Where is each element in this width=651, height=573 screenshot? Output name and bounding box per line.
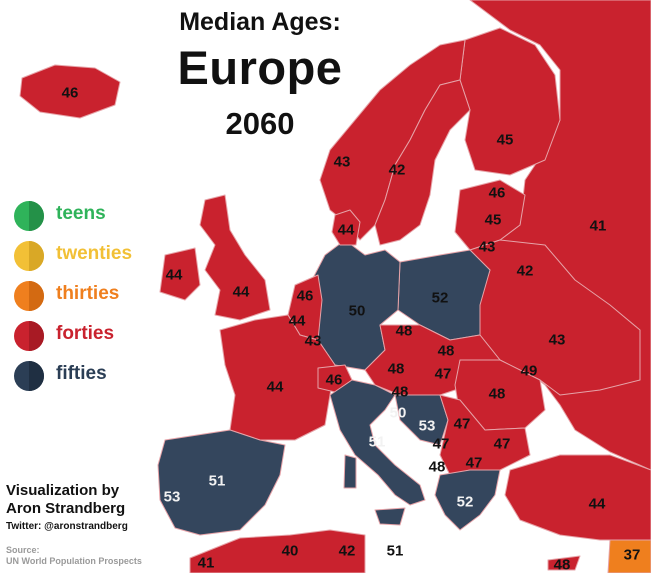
credit-line-2: Aron Strandberg [6, 500, 126, 517]
romania-value: 48 [488, 385, 506, 403]
morocco-value: 41 [197, 554, 215, 572]
title-line-2: Europe [177, 41, 343, 94]
legend-label-twenties: twenties [56, 243, 133, 264]
legend-label-thirties: thirties [56, 283, 120, 304]
poland-region [397, 249, 491, 341]
teens-swatch [14, 201, 44, 231]
russia-value: 41 [589, 217, 607, 235]
title-line-3: 2060 [225, 106, 295, 141]
turkey-region [504, 454, 651, 541]
sicily-region [374, 507, 406, 526]
credit-line-1: Visualization by [6, 482, 120, 499]
legend-label-teens: teens [56, 203, 106, 224]
montenegro-value: 47 [432, 435, 450, 453]
norway-value: 43 [333, 153, 351, 171]
czechia-value: 48 [395, 322, 413, 340]
slovenia-value: 48 [391, 383, 409, 401]
moldova-value: 49 [520, 362, 538, 380]
sweden-value: 42 [388, 161, 406, 179]
tunisia-value: 42 [338, 542, 356, 560]
switzerland-value: 46 [325, 371, 343, 389]
austria-value: 48 [387, 360, 405, 378]
legend-label-forties: forties [56, 323, 115, 344]
france-value: 44 [266, 378, 284, 396]
france-region [219, 314, 336, 441]
united-kingdom-value: 44 [232, 283, 250, 301]
legend-label-fifties: fifties [56, 363, 107, 384]
finland-value: 45 [496, 131, 514, 149]
italy-region [329, 379, 426, 506]
germany-value: 50 [348, 302, 366, 320]
north-africa-region [189, 529, 366, 573]
denmark-region [331, 209, 361, 246]
italy-value: 51 [368, 433, 386, 451]
baltics-region [454, 179, 526, 251]
iceland-value: 46 [61, 84, 79, 102]
cyprus-value: 48 [553, 556, 571, 573]
slovakia-value: 48 [437, 342, 455, 360]
source-label: Source: [6, 545, 40, 555]
latvia-value: 45 [484, 211, 502, 229]
sweden-region [374, 79, 471, 246]
sardinia-region [343, 454, 357, 489]
croatia-value: 50 [389, 404, 407, 422]
belarus-value: 42 [516, 262, 534, 280]
algeria-value: 40 [281, 542, 299, 560]
poland-value: 52 [431, 289, 449, 307]
kosovo-value: 48 [428, 458, 446, 476]
greece-region [434, 469, 501, 531]
macedonia-value: 47 [465, 454, 483, 472]
serbia-value: 47 [453, 415, 471, 433]
twenties-swatch [14, 241, 44, 271]
turkey-value: 44 [588, 495, 606, 513]
iberia-region [157, 429, 286, 536]
middle-east-region [607, 539, 651, 573]
spain-value: 51 [208, 472, 226, 490]
netherlands-value: 46 [296, 287, 314, 305]
ukraine-value: 43 [548, 331, 566, 349]
ireland-region [159, 247, 201, 301]
uk-region [199, 194, 271, 321]
belgium-value: 44 [288, 312, 306, 330]
greece-value: 52 [456, 493, 474, 511]
denmark-value: 44 [337, 221, 355, 239]
source-text: UN World Population Prospects [6, 556, 142, 566]
estonia-value: 46 [488, 184, 506, 202]
forties-swatch [14, 321, 44, 351]
credit: Visualization by Aron Strandberg Twitter… [6, 482, 128, 532]
bulgaria-value: 47 [493, 435, 511, 453]
hungary-value: 47 [434, 365, 452, 383]
malta-value: 51 [386, 542, 404, 560]
luxembourg-value: 43 [304, 332, 322, 350]
iceland-region [19, 64, 121, 119]
bosnia-value: 53 [418, 417, 436, 435]
portugal-value: 53 [163, 488, 181, 506]
thirties-swatch [14, 281, 44, 311]
lithuania-value: 43 [478, 238, 496, 256]
credit-twitter: Twitter: @aronstrandberg [6, 521, 128, 532]
fifties-swatch [14, 361, 44, 391]
source: Source: UN World Population Prospects [6, 545, 142, 567]
middle-east-value: 37 [623, 546, 641, 564]
title-line-1: Median Ages: [179, 8, 341, 36]
ireland-value: 44 [165, 266, 183, 284]
cyprus-region [547, 555, 581, 571]
